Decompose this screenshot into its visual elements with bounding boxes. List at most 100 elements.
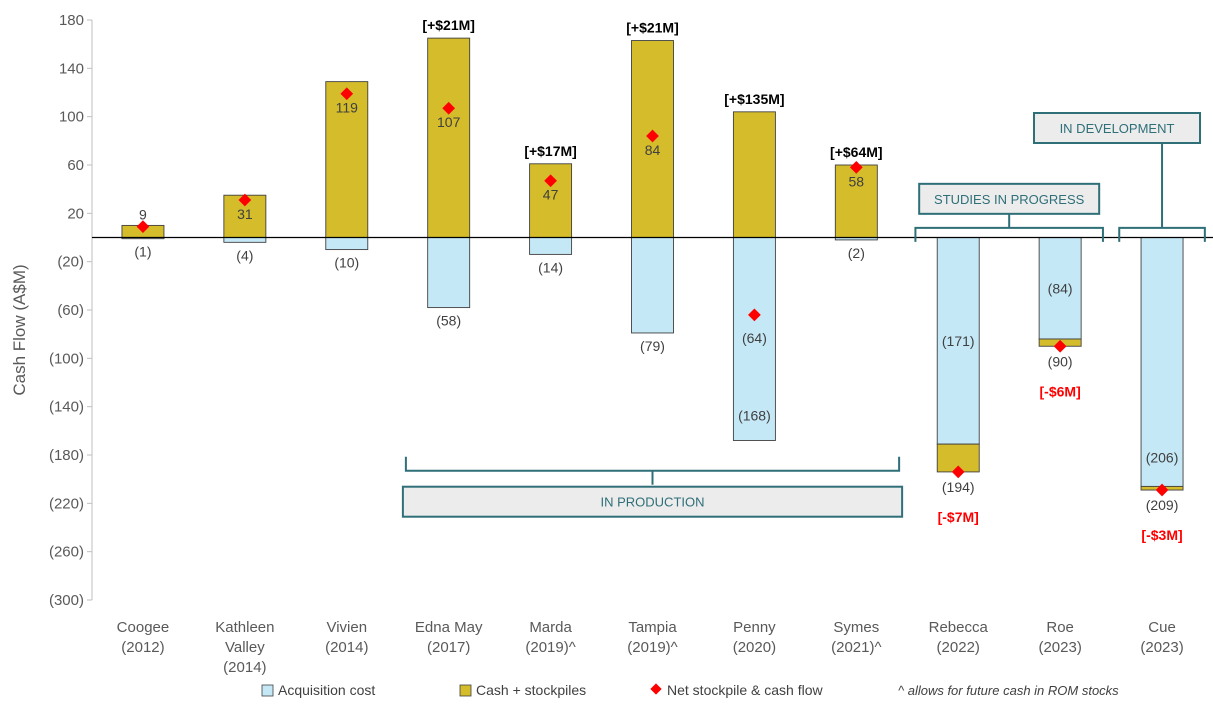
x-category-label: Kathleen xyxy=(215,619,274,636)
x-category-label: Tampia xyxy=(628,619,677,636)
group-label: STUDIES IN PROGRESS xyxy=(934,192,1085,207)
x-category-label: (2019)^ xyxy=(627,639,677,656)
annotation-label: [+$64M] xyxy=(830,144,883,160)
bar-acquisition xyxy=(529,237,573,255)
x-category-label: (2014) xyxy=(325,639,368,656)
x-category-label: Cue xyxy=(1148,619,1176,636)
positive-value-label: 58 xyxy=(849,173,865,189)
bar-acquisition xyxy=(1140,237,1184,487)
group-label-box xyxy=(918,182,1101,215)
annotation-label: [+$21M] xyxy=(626,20,679,36)
legend: Acquisition cost Cash + stockpiles Net s… xyxy=(261,682,1119,698)
y-tick-label: (100) xyxy=(49,350,84,367)
net-marker xyxy=(340,87,354,101)
y-tick-label: 140 xyxy=(59,60,84,77)
x-category-label: Roe xyxy=(1046,619,1074,636)
y-tick-label: (300) xyxy=(49,592,84,609)
legend-marker-net xyxy=(650,683,662,695)
x-category-label: (2014) xyxy=(223,659,266,676)
x-category-label: (2012) xyxy=(121,639,164,656)
acquisition-value-label: (58) xyxy=(436,313,461,329)
y-tick-label: 20 xyxy=(67,205,84,222)
x-category-label: (2017) xyxy=(427,639,470,656)
group-label-box xyxy=(401,485,904,518)
positive-value-label: 9 xyxy=(139,206,147,222)
legend-label-cash: Cash + stockpiles xyxy=(476,682,586,698)
y-tick-label: (140) xyxy=(49,399,84,416)
group-label: IN DEVELOPMENT xyxy=(1060,121,1175,136)
y-tick-label: 180 xyxy=(59,12,84,29)
acquisition-value-label: (2) xyxy=(848,245,865,261)
annotation-label: [+$135M] xyxy=(724,91,784,107)
x-category-label: Valley xyxy=(225,639,265,656)
bar-cash xyxy=(732,111,776,238)
bar-cash xyxy=(427,37,471,238)
y-axis-label: Cash Flow (A$M) xyxy=(10,264,29,395)
annotation-label: [-$7M] xyxy=(938,509,979,525)
x-category-label: (2023) xyxy=(1038,639,1081,656)
x-category-label: Edna May xyxy=(415,619,483,636)
net-value-label: (194) xyxy=(942,479,975,495)
net-value-label: (64) xyxy=(742,330,767,346)
bar-acquisition xyxy=(427,237,471,309)
group-bracket xyxy=(404,456,901,472)
bar-acquisition xyxy=(631,237,674,334)
y-tick-label: (20) xyxy=(57,254,84,271)
legend-swatch-cash xyxy=(459,684,472,697)
annotation-label: [-$3M] xyxy=(1141,527,1182,543)
net-value-label: (90) xyxy=(1048,353,1073,369)
y-tick-label: (260) xyxy=(49,544,84,561)
bar-cash xyxy=(325,81,369,238)
acquisition-value-label: (4) xyxy=(236,247,253,263)
net-marker xyxy=(136,220,150,233)
y-tick-label: (220) xyxy=(49,495,84,512)
bar-acquisition xyxy=(732,237,776,441)
net-value-label: (209) xyxy=(1146,497,1179,513)
annotation-label: [+$21M] xyxy=(422,17,475,33)
acquisition-value-label: (10) xyxy=(334,255,359,271)
legend-label-acquisition: Acquisition cost xyxy=(278,682,375,698)
data-labels: 9 (1) 31 (4) 119 (10) 107 (58) [+$21M] 47 (14) [+$1… xyxy=(134,17,1182,543)
x-category-label: Penny xyxy=(733,619,776,636)
positive-value-label: 107 xyxy=(437,114,461,130)
x-category-label: Symes xyxy=(833,619,879,636)
positive-value-label: 47 xyxy=(543,187,559,203)
acquisition-value-label: (1) xyxy=(134,244,151,260)
annotation-label: [-$6M] xyxy=(1040,383,1081,399)
x-category-label: Coogee xyxy=(117,619,170,636)
x-category-label: (2023) xyxy=(1140,639,1183,656)
y-tick-label: 100 xyxy=(59,109,84,126)
acquisition-value-label: (84) xyxy=(1048,280,1073,296)
x-category-label: Marda xyxy=(529,619,572,636)
group-label: IN PRODUCTION xyxy=(601,495,705,510)
x-category-label: (2020) xyxy=(733,639,776,656)
y-axis: (300) (260) (220) (180) (140) (100) (60) (20) 20… xyxy=(49,12,93,609)
legend-swatch-acquisition xyxy=(261,684,274,697)
group-label-box xyxy=(1033,112,1201,144)
annotation-label: [+$17M] xyxy=(524,143,577,159)
x-category-label: Vivien xyxy=(326,619,367,636)
acquisition-value-label: (206) xyxy=(1146,449,1179,465)
y-tick-label: (180) xyxy=(49,447,84,464)
acquisition-value-label: (14) xyxy=(538,259,563,275)
x-axis: Coogee (2012) Kathleen Valley (2014) Vivien (2… xyxy=(117,619,1184,676)
net-marker xyxy=(442,101,456,115)
positive-value-label: 119 xyxy=(336,100,359,116)
net-marker xyxy=(238,193,252,207)
y-tick-label: (60) xyxy=(57,302,84,319)
positive-value-label: 84 xyxy=(645,142,661,158)
acquisition-value-label: (79) xyxy=(640,338,665,354)
group-brackets: IN PRODUCTION STUDIES IN PROGRESS IN DEVEL… xyxy=(401,112,1206,518)
bar-acquisition xyxy=(223,237,267,243)
bar-acquisition xyxy=(325,237,369,251)
positive-value-label: 31 xyxy=(237,206,253,222)
y-tick-label: 60 xyxy=(67,157,84,174)
x-category-label: (2022) xyxy=(937,639,980,656)
x-category-label: (2021)^ xyxy=(831,639,881,656)
legend-label-net: Net stockpile & cash flow xyxy=(667,682,824,698)
bars xyxy=(92,37,1213,491)
x-category-label: (2019)^ xyxy=(525,639,575,656)
bar-acquisition xyxy=(1038,237,1082,340)
acquisition-value-label: (168) xyxy=(738,408,771,424)
